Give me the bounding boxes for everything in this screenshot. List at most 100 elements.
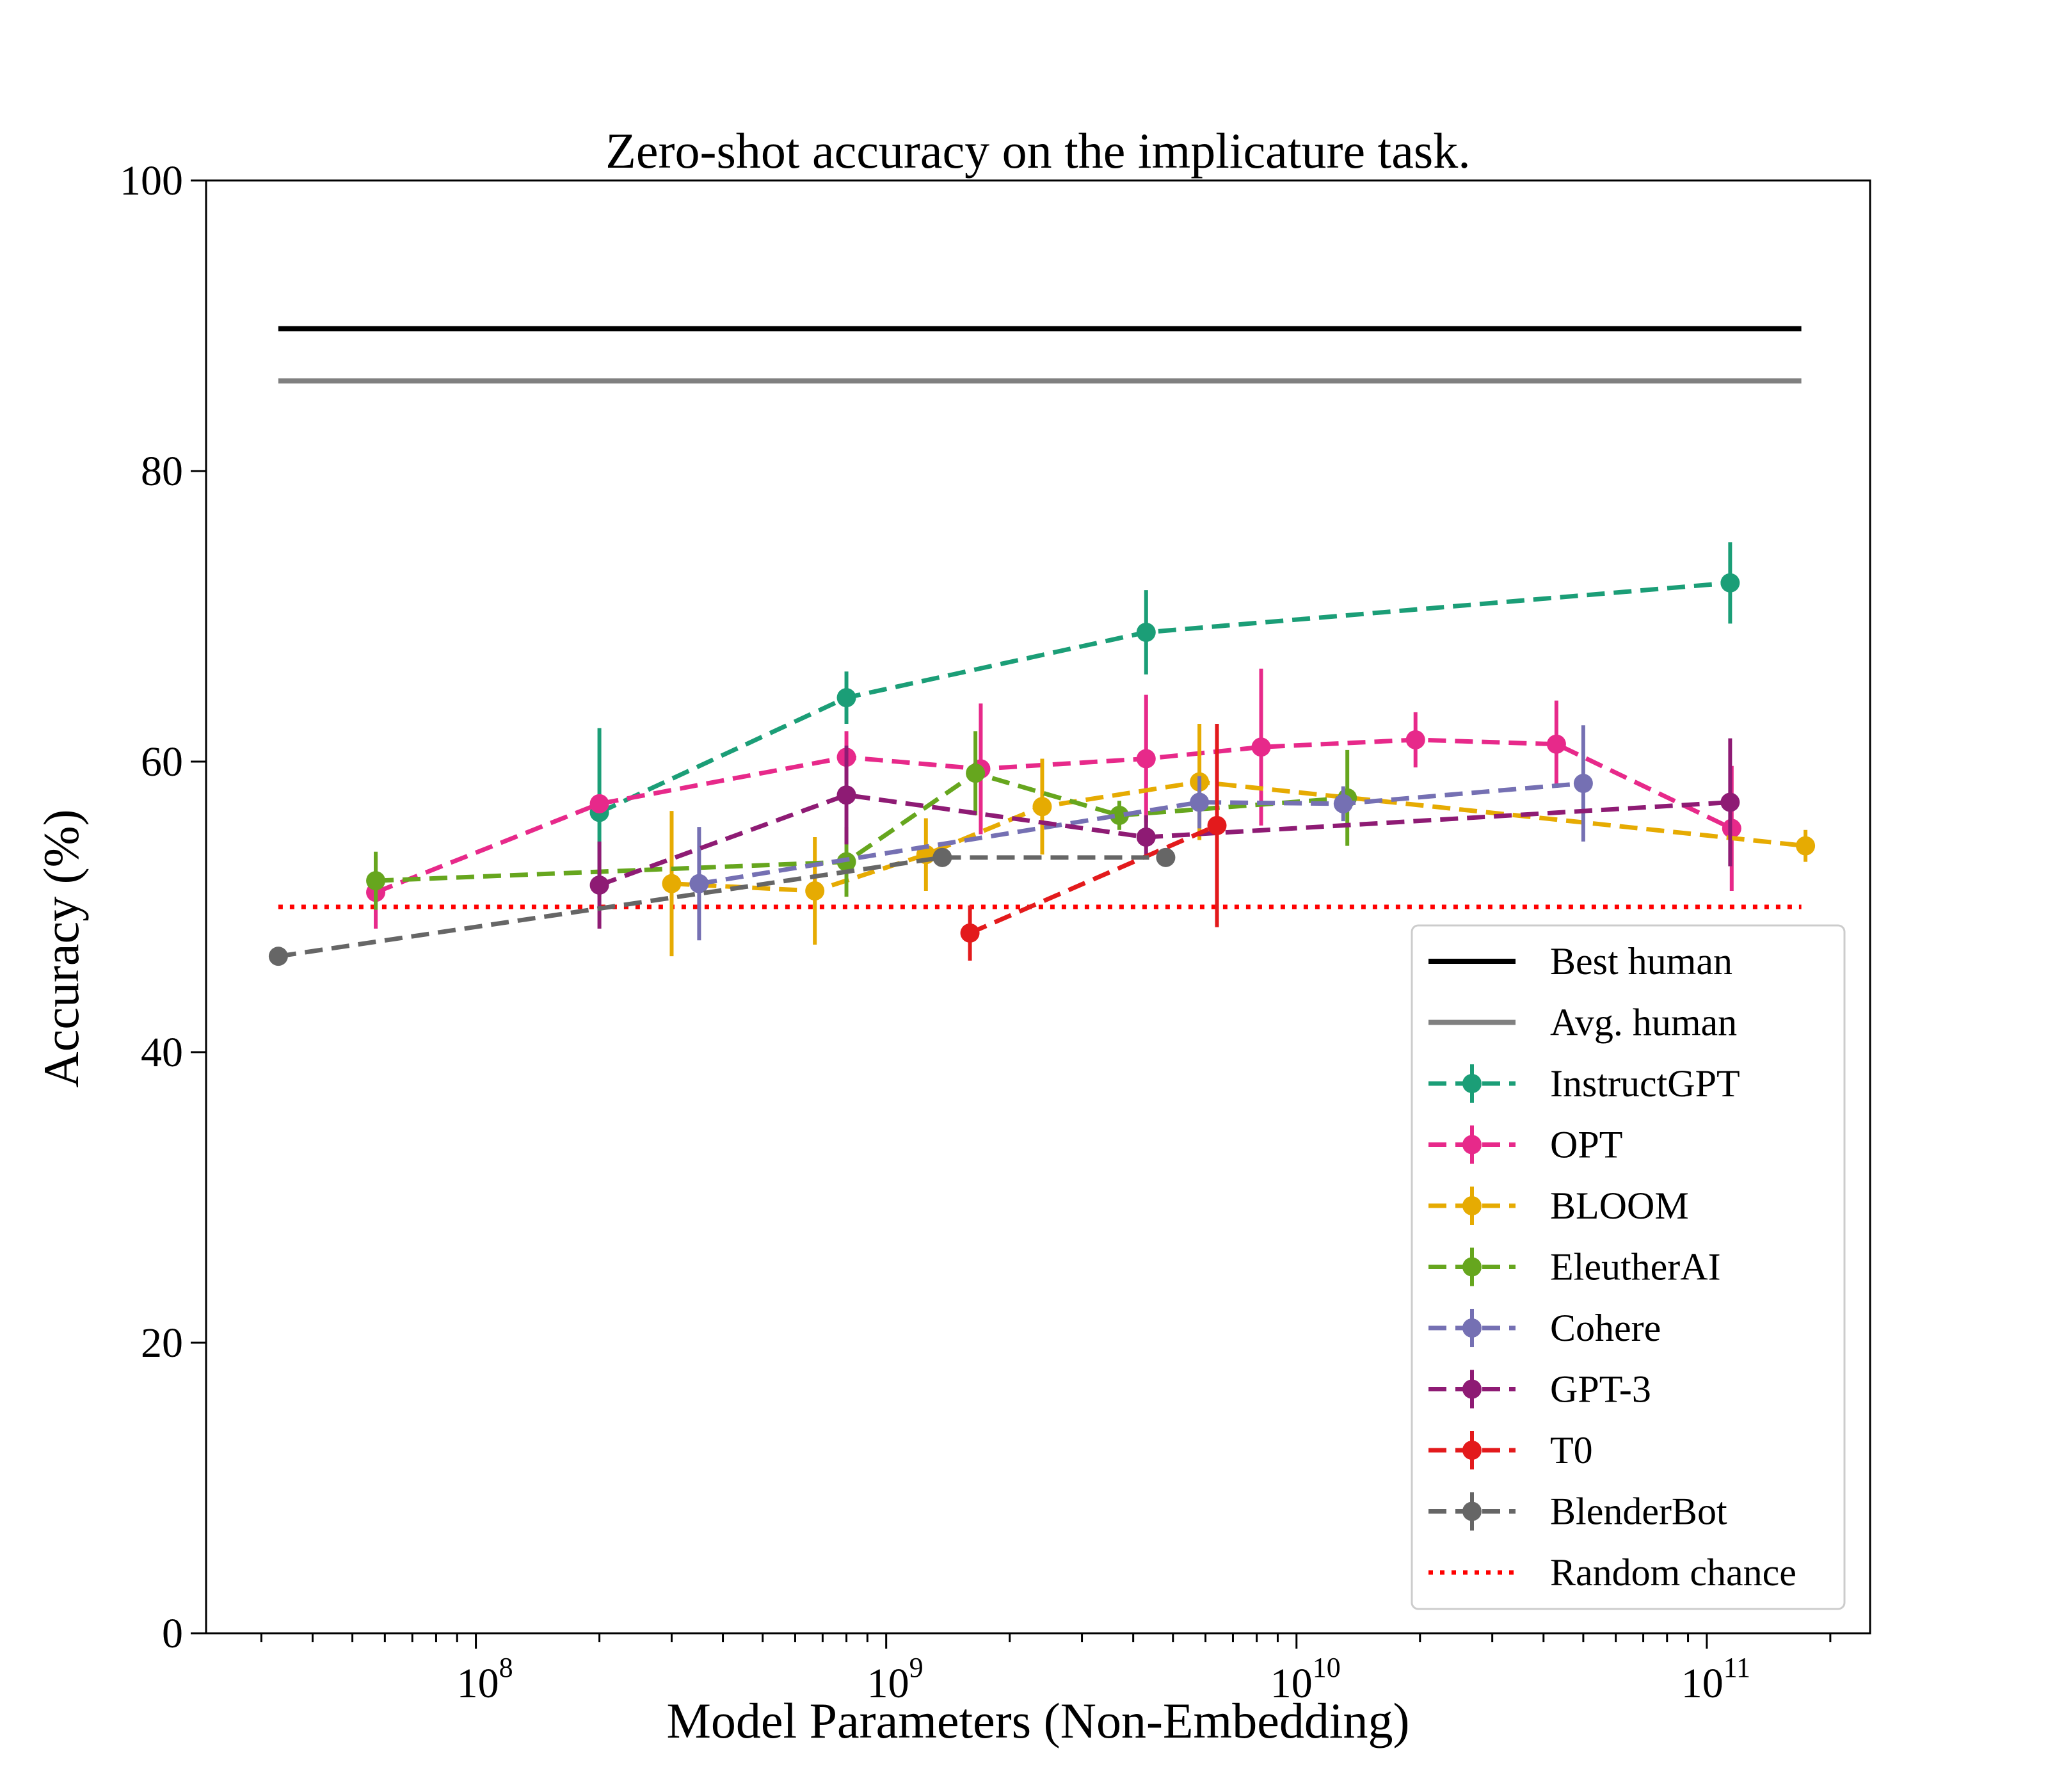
y-axis-label: Accuracy (%) bbox=[33, 809, 89, 1087]
series-gpt-3 bbox=[589, 738, 1740, 929]
data-point-t0 bbox=[960, 923, 980, 943]
legend-label-cohere: Cohere bbox=[1550, 1307, 1661, 1349]
data-point-cohere bbox=[1190, 792, 1210, 812]
y-tick-label: 20 bbox=[141, 1320, 183, 1366]
data-point-opt bbox=[1405, 730, 1425, 749]
data-point-instructgpt bbox=[836, 688, 856, 708]
data-point-eleutherai bbox=[366, 871, 386, 891]
data-point-instructgpt bbox=[1720, 573, 1740, 593]
chart-title: Zero-shot accuracy on the implicature ta… bbox=[605, 123, 1470, 179]
series-blenderbot bbox=[268, 847, 1176, 966]
data-point-gpt-3 bbox=[836, 785, 856, 805]
reference-lines bbox=[278, 326, 1802, 909]
legend-label-random-chance: Random chance bbox=[1550, 1551, 1796, 1594]
x-tick-base: 10 bbox=[1270, 1660, 1313, 1707]
legend-label-gpt-3: GPT-3 bbox=[1550, 1368, 1651, 1411]
legend-item-gpt-3: GPT-3 bbox=[1428, 1368, 1651, 1411]
x-tick-base: 10 bbox=[867, 1660, 909, 1707]
series-line-bloom bbox=[671, 780, 1806, 893]
legend-swatch-marker bbox=[1462, 1379, 1482, 1399]
series-line-cohere bbox=[698, 781, 1584, 886]
data-point-eleutherai bbox=[1109, 805, 1129, 825]
y-tick-label: 60 bbox=[141, 739, 183, 785]
legend-item-best-human: Best human bbox=[1428, 940, 1732, 982]
x-axis-label: Model Parameters (Non-Embedding) bbox=[666, 1693, 1409, 1748]
data-point-opt bbox=[1136, 749, 1156, 769]
legend-item-cohere: Cohere bbox=[1428, 1307, 1661, 1349]
series-line-gpt-3 bbox=[598, 792, 1731, 888]
data-point-eleutherai bbox=[966, 764, 986, 783]
x-tick-label: 1011 bbox=[1681, 1652, 1750, 1707]
data-point-bloom bbox=[662, 874, 682, 893]
legend-item-bloom: BLOOM bbox=[1428, 1185, 1689, 1227]
legend-item-random-chance: Random chance bbox=[1428, 1551, 1796, 1594]
series-instructgpt bbox=[589, 542, 1740, 897]
legend-item-blenderbot: BlenderBot bbox=[1428, 1491, 1727, 1533]
legend-item-instructgpt: InstructGPT bbox=[1428, 1062, 1740, 1105]
x-tick-label: 109 bbox=[867, 1652, 924, 1707]
legend-swatch-marker bbox=[1462, 1196, 1482, 1215]
y-tick-label: 100 bbox=[120, 157, 183, 204]
series-t0 bbox=[960, 723, 1227, 961]
data-point-cohere bbox=[689, 874, 709, 893]
series-line-blenderbot bbox=[278, 855, 1166, 959]
data-point-gpt-3 bbox=[1720, 792, 1740, 812]
series-bloom bbox=[662, 723, 1816, 957]
data-point-blenderbot bbox=[268, 947, 288, 966]
x-ticks: 108 109 1010 1011 bbox=[457, 1633, 1750, 1707]
x-tick-exponent: 9 bbox=[909, 1652, 924, 1683]
legend-swatch-marker bbox=[1462, 1135, 1482, 1155]
legend-label-eleutherai: EleutherAI bbox=[1550, 1246, 1721, 1288]
legend-label-blenderbot: BlenderBot bbox=[1550, 1491, 1727, 1533]
x-tick-exponent: 10 bbox=[1313, 1652, 1341, 1683]
data-point-blenderbot bbox=[1156, 847, 1176, 867]
y-ticks: 0 20 40 60 80 100 bbox=[120, 157, 206, 1657]
legend-item-t0: T0 bbox=[1428, 1429, 1593, 1471]
legend: Best human Avg. human InstructGPT OPT BLOOM E… bbox=[1411, 924, 1846, 1610]
y-tick-label: 40 bbox=[141, 1029, 183, 1076]
legend-swatch-marker bbox=[1462, 1318, 1482, 1338]
y-tick-label: 80 bbox=[141, 448, 183, 495]
x-minor-ticks bbox=[260, 1633, 1832, 1642]
legend-swatch-marker bbox=[1462, 1257, 1482, 1277]
legend-label-best-human: Best human bbox=[1550, 940, 1732, 982]
legend-label-opt: OPT bbox=[1550, 1124, 1622, 1166]
series-group bbox=[268, 542, 1816, 966]
legend-swatch-marker bbox=[1462, 1441, 1482, 1460]
data-point-cohere bbox=[1573, 774, 1593, 794]
series-eleutherai bbox=[366, 731, 1357, 910]
data-point-gpt-3 bbox=[1136, 828, 1156, 847]
legend-label-instructgpt: InstructGPT bbox=[1550, 1062, 1740, 1105]
data-point-blenderbot bbox=[932, 847, 952, 867]
plot-frame bbox=[205, 179, 1871, 1635]
legend-item-avg-human: Avg. human bbox=[1428, 1002, 1737, 1044]
x-tick-exponent: 8 bbox=[499, 1652, 513, 1683]
series-cohere bbox=[689, 725, 1593, 941]
series-line-instructgpt bbox=[598, 580, 1731, 815]
x-tick-base: 10 bbox=[457, 1660, 499, 1707]
legend-label-bloom: BLOOM bbox=[1550, 1185, 1689, 1227]
legend-item-opt: OPT bbox=[1428, 1124, 1622, 1166]
series-line-t0 bbox=[969, 823, 1218, 936]
legend-swatch-marker bbox=[1462, 1074, 1482, 1093]
data-point-opt bbox=[589, 794, 609, 813]
data-point-cohere bbox=[1333, 794, 1353, 813]
data-point-bloom bbox=[1032, 797, 1052, 817]
x-tick-label: 108 bbox=[457, 1652, 513, 1707]
data-point-instructgpt bbox=[1136, 622, 1156, 642]
x-tick-base: 10 bbox=[1681, 1660, 1724, 1707]
data-point-bloom bbox=[1796, 836, 1816, 856]
y-tick-label: 0 bbox=[162, 1610, 183, 1657]
data-point-opt bbox=[1251, 737, 1271, 757]
series-opt bbox=[366, 668, 1741, 929]
legend-label-avg-human: Avg. human bbox=[1550, 1002, 1737, 1044]
data-point-t0 bbox=[1207, 815, 1227, 835]
legend-item-eleutherai: EleutherAI bbox=[1428, 1246, 1721, 1288]
data-point-opt bbox=[1546, 734, 1566, 754]
x-tick-label: 1010 bbox=[1270, 1652, 1341, 1707]
legend-swatch-marker bbox=[1462, 1501, 1482, 1521]
x-tick-exponent: 11 bbox=[1724, 1652, 1750, 1683]
legend-box bbox=[1411, 924, 1846, 1610]
